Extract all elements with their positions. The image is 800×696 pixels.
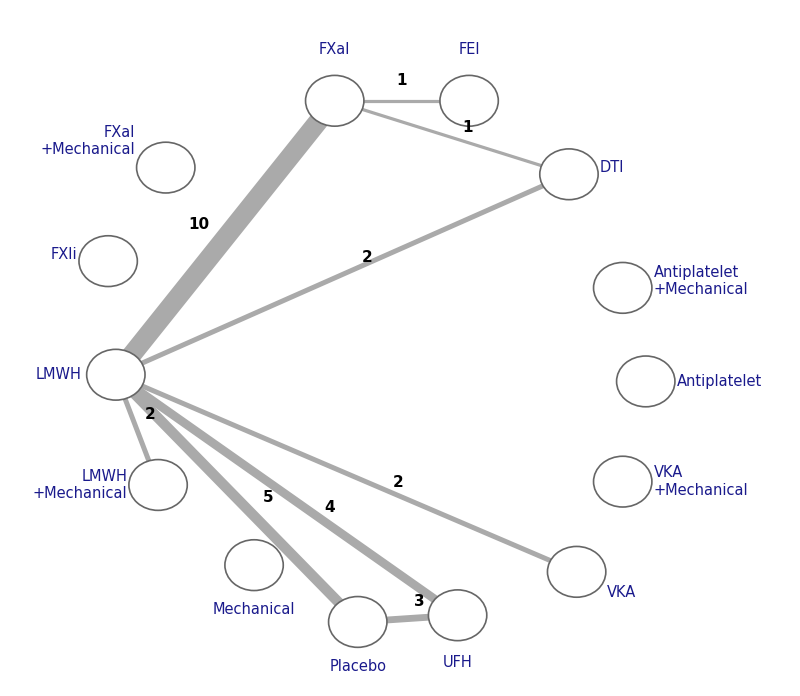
Circle shape — [540, 149, 598, 200]
Text: 4: 4 — [324, 500, 334, 515]
Text: Mechanical: Mechanical — [213, 602, 295, 617]
Circle shape — [137, 142, 195, 193]
Text: FXaI
+Mechanical: FXaI +Mechanical — [41, 125, 135, 157]
Text: 3: 3 — [414, 594, 425, 610]
Text: VKA
+Mechanical: VKA +Mechanical — [654, 466, 748, 498]
Text: 2: 2 — [393, 475, 404, 490]
Text: Antiplatelet
+Mechanical: Antiplatelet +Mechanical — [654, 265, 748, 297]
Circle shape — [129, 459, 187, 510]
Circle shape — [329, 596, 387, 647]
Text: 2: 2 — [145, 407, 155, 422]
Circle shape — [547, 546, 606, 597]
Circle shape — [617, 356, 675, 406]
Circle shape — [306, 75, 364, 126]
Text: VKA: VKA — [607, 585, 637, 600]
Text: FXIi: FXIi — [51, 247, 78, 262]
Text: Placebo: Placebo — [330, 658, 386, 674]
Text: 1: 1 — [462, 120, 473, 135]
Text: 10: 10 — [189, 217, 210, 232]
Circle shape — [594, 457, 652, 507]
Circle shape — [594, 262, 652, 313]
Text: UFH: UFH — [442, 656, 473, 670]
Text: FEI: FEI — [458, 42, 480, 57]
Circle shape — [429, 590, 486, 640]
Circle shape — [225, 540, 283, 590]
Circle shape — [440, 75, 498, 126]
Text: DTI: DTI — [600, 160, 624, 175]
Circle shape — [79, 236, 138, 287]
Text: LMWH: LMWH — [35, 367, 82, 382]
Text: 5: 5 — [262, 490, 274, 505]
Text: 1: 1 — [397, 73, 407, 88]
Text: Antiplatelet: Antiplatelet — [677, 374, 762, 389]
Circle shape — [86, 349, 145, 400]
Text: 2: 2 — [362, 250, 372, 264]
Text: LMWH
+Mechanical: LMWH +Mechanical — [33, 469, 127, 501]
Text: FXaI: FXaI — [319, 42, 350, 57]
